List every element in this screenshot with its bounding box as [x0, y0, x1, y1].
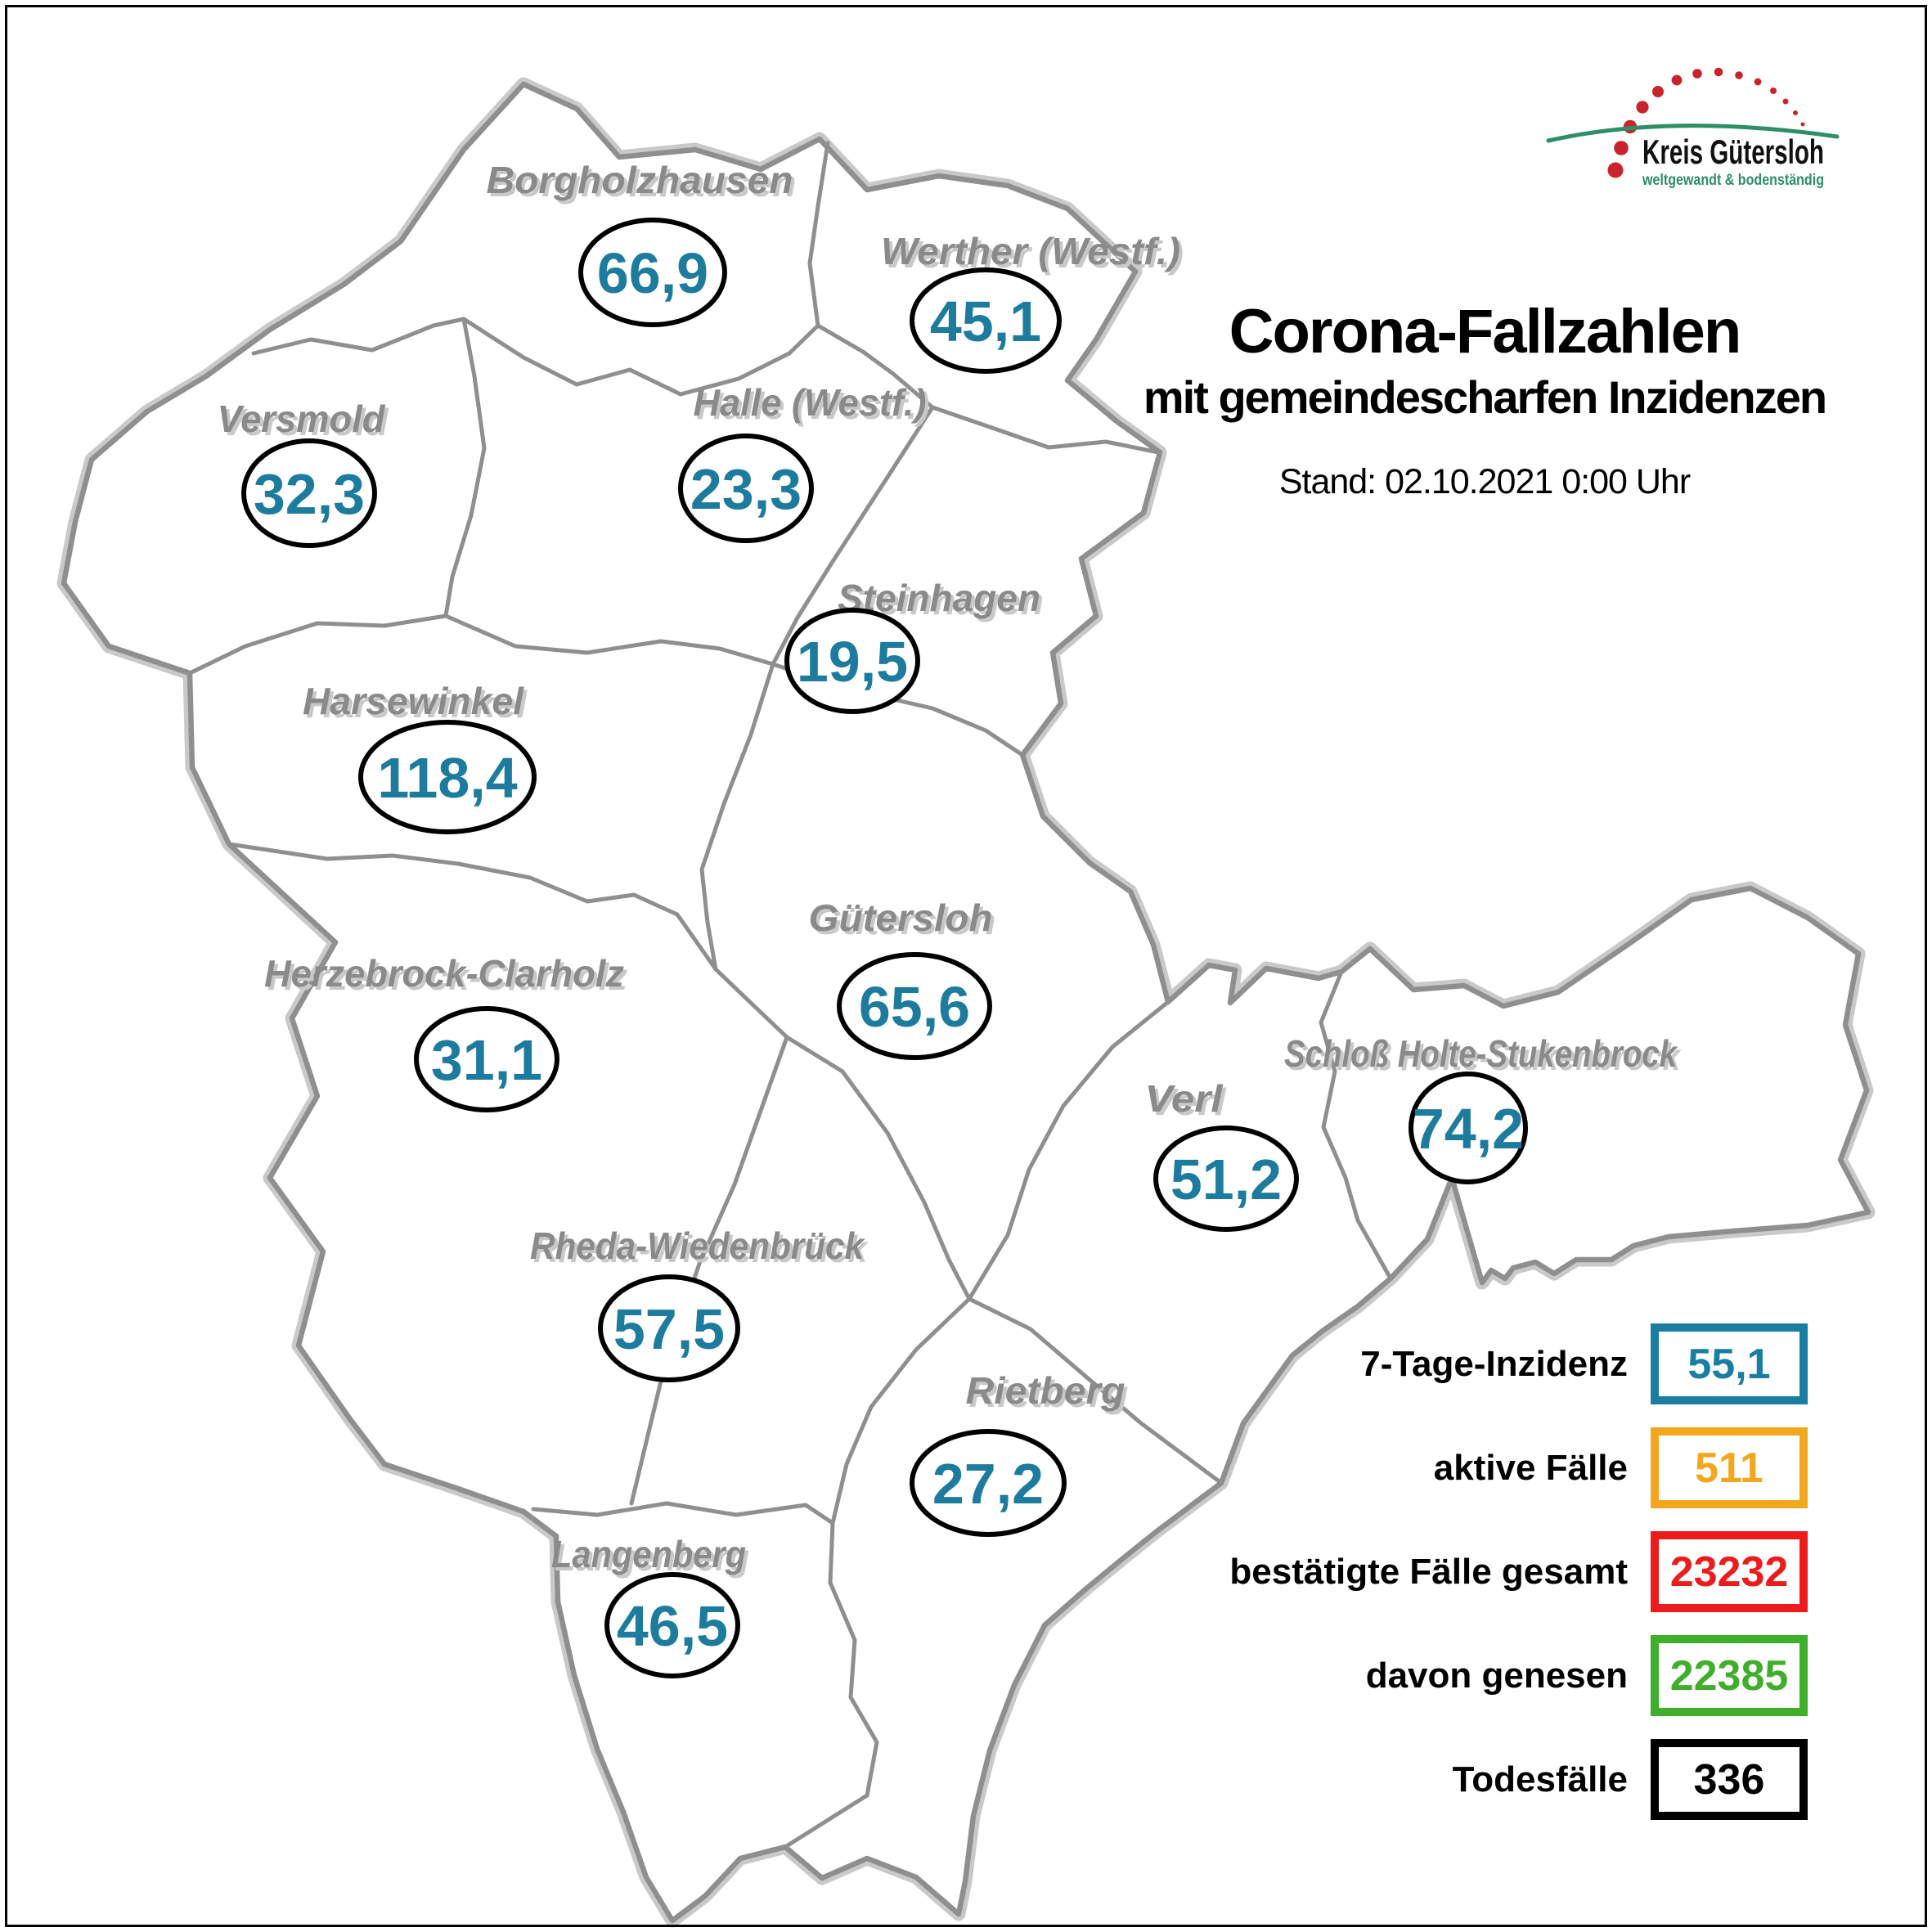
incidence-value: 23,3	[690, 457, 802, 521]
logo-tagline: weltgewandt & bodenständig	[1642, 172, 1824, 189]
municipality-label-shadow: Versmold	[221, 401, 389, 443]
incidence-value: 45,1	[930, 290, 1041, 353]
legend-value-box: 55,1	[1651, 1323, 1808, 1404]
incidence-bubble	[241, 438, 377, 548]
incidence-bubble	[784, 608, 920, 714]
legend-label: aktive Fälle	[1433, 1447, 1628, 1488]
incidence-bubble	[1409, 1072, 1528, 1184]
municipality-label: Gütersloh	[809, 896, 993, 939]
logo-name: Kreis Gütersloh	[1642, 133, 1824, 171]
incidence-bubble	[578, 218, 727, 327]
municipality-label: Harsewinkel	[303, 680, 524, 722]
incidence-bubble	[358, 720, 537, 834]
legend-label: bestätigte Fälle gesamt	[1229, 1551, 1628, 1592]
incidence-value: 65,6	[859, 975, 970, 1039]
municipality-label-shadow: Werther (Westf.)	[884, 233, 1184, 276]
municipality-label-shadow: Schloß Holte-Stukenbrock	[1287, 1036, 1682, 1078]
incidence-bubble	[414, 1006, 559, 1112]
legend-label: Todesfälle	[1452, 1759, 1628, 1799]
incidence-value: 19,5	[797, 630, 908, 694]
legend-value: 511	[1695, 1444, 1764, 1492]
municipality-label: Versmold	[218, 398, 386, 440]
legend: 7-Tage-Inzidenz 55,1 aktive Fälle 511 bestät…	[982, 1323, 1808, 1843]
logo-dots-arc-icon	[1607, 67, 1805, 178]
legend-row: Todesfälle 336	[982, 1739, 1808, 1820]
incidence-value: 118,4	[377, 746, 517, 810]
page-title: Corona-Fallzahlen	[1229, 297, 1742, 366]
legend-label: 7-Tage-Inzidenz	[1360, 1343, 1628, 1384]
incidence-bubble	[604, 1572, 740, 1678]
municipality-label: Verl	[1145, 1077, 1224, 1120]
municipality-label: Rheda-Wiedenbrück	[530, 1224, 865, 1267]
district-outer-boundary	[61, 81, 1871, 1924]
municipality-label-shadow: Gütersloh	[812, 900, 996, 942]
municipality-label: Herzebrock-Clarholz	[264, 952, 624, 995]
logo-swoosh-icon	[1546, 124, 1840, 143]
as-of-date: Stand: 02.10.2021 0:00 Uhr	[1278, 462, 1691, 501]
legend-value-box: 336	[1651, 1739, 1808, 1820]
municipality-label-shadow: Verl	[1148, 1081, 1227, 1123]
page-subtitle: mit gemeindescharfen Inzidenzen	[1143, 371, 1827, 423]
incidence-value: 74,2	[1413, 1097, 1524, 1161]
municipality-label-shadow: Langenberg	[555, 1536, 749, 1579]
incidence-bubble	[1153, 1126, 1299, 1232]
header: Corona-Fallzahlen mit gemeindescharfen I…	[1039, 301, 1930, 500]
municipality-label-shadow: Rietberg	[969, 1373, 1129, 1415]
incidence-value: 51,2	[1170, 1148, 1282, 1211]
municipality-label-shadow: Harsewinkel	[306, 683, 528, 726]
legend-label: davon genesen	[1365, 1655, 1628, 1696]
kreis-guetersloh-logo: Kreis Gütersloh weltgewandt & bodenständ…	[1546, 67, 1840, 189]
incidence-bubble	[678, 434, 814, 543]
municipality-label: Halle (Westf.)	[694, 381, 927, 424]
incidence-value: 46,5	[617, 1594, 728, 1658]
municipality-label-shadow: Rheda-Wiedenbrück	[533, 1228, 869, 1270]
legend-value-box: 23232	[1651, 1531, 1808, 1612]
incidence-bubble	[910, 1429, 1067, 1537]
incidence-value: 57,5	[613, 1297, 725, 1361]
municipality-label: Langenberg	[551, 1533, 746, 1575]
municipality-label-shadow: Herzebrock-Clarholz	[267, 955, 627, 998]
legend-row: 7-Tage-Inzidenz 55,1	[982, 1323, 1808, 1404]
municipality-label: Werther (Westf.)	[881, 230, 1180, 272]
legend-value: 22385	[1669, 1651, 1789, 1700]
legend-value-box: 511	[1651, 1427, 1808, 1508]
incidence-value: 31,1	[431, 1028, 542, 1092]
municipality-label: Schloß Holte-Stukenbrock	[1284, 1032, 1678, 1075]
incidence-value: 32,3	[254, 462, 365, 526]
incidence-bubble	[910, 267, 1062, 374]
legend-value: 336	[1693, 1755, 1765, 1804]
legend-row: aktive Fälle 511	[982, 1427, 1808, 1508]
municipality-label-shadow: Halle (Westf.)	[697, 384, 930, 427]
legend-value: 55,1	[1687, 1340, 1771, 1388]
incidence-value: 66,9	[597, 241, 708, 305]
incidence-value: 27,2	[932, 1452, 1044, 1516]
legend-row: bestätigte Fälle gesamt 23232	[982, 1531, 1808, 1612]
legend-row: davon genesen 22385	[982, 1635, 1808, 1716]
municipality-label: Rietberg	[966, 1369, 1126, 1412]
municipality-label-shadow: Borgholzhausen	[490, 162, 797, 204]
incidence-bubble	[837, 952, 992, 1060]
legend-value-box: 22385	[1651, 1635, 1808, 1716]
incidence-bubble	[598, 1274, 740, 1382]
legend-value: 23232	[1669, 1548, 1789, 1596]
municipality-label: Borgholzhausen	[487, 159, 793, 201]
